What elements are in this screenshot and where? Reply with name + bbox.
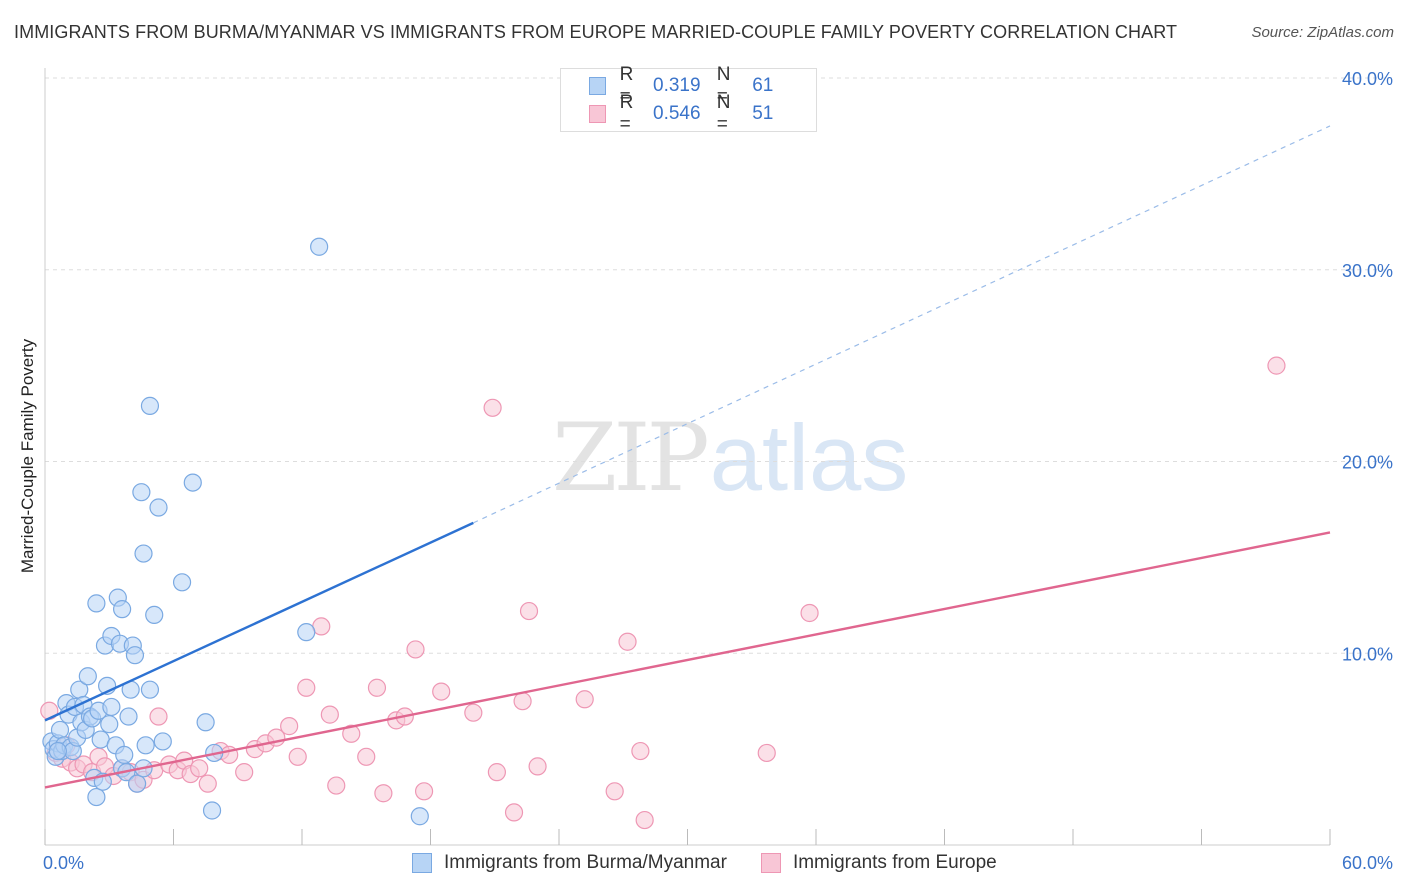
data-point-burma bbox=[115, 745, 134, 764]
legend-swatch-burma bbox=[412, 853, 432, 873]
data-point-europe bbox=[342, 724, 361, 743]
data-point-burma bbox=[100, 715, 119, 734]
trend-line-burma bbox=[44, 521, 474, 722]
y-tick-label: 10.0% bbox=[1342, 644, 1393, 664]
data-point-burma bbox=[183, 473, 202, 492]
y-tick-label: 30.0% bbox=[1342, 261, 1393, 281]
data-point-burma bbox=[134, 544, 153, 563]
y-tick-label: 40.0% bbox=[1342, 69, 1393, 89]
legend-r-value: 0.319 bbox=[653, 75, 701, 96]
x-tick-label: 0.0% bbox=[43, 853, 84, 873]
data-point-europe bbox=[149, 707, 168, 726]
legend-swatch-europe bbox=[760, 853, 781, 873]
data-point-europe bbox=[190, 759, 209, 778]
chart-source: Source: ZipAtlas.com bbox=[1251, 24, 1394, 41]
legend-n-value: 61 bbox=[752, 75, 774, 96]
data-point-burma bbox=[112, 600, 132, 619]
legend-item-burma: Immigrants from Burma/Myanmar bbox=[412, 852, 727, 874]
data-point-europe bbox=[487, 763, 506, 782]
series-europe-points bbox=[40, 356, 1286, 830]
x-tick-label: 60.0% bbox=[1342, 853, 1393, 873]
data-point-burma bbox=[78, 667, 97, 686]
data-point-burma bbox=[145, 605, 164, 625]
data-point-europe bbox=[432, 682, 451, 701]
data-point-burma bbox=[140, 680, 160, 699]
data-point-europe bbox=[575, 690, 594, 709]
legend-n-label: N = bbox=[716, 92, 731, 135]
data-point-burma bbox=[136, 736, 155, 755]
legend-row-europe: R = 0.546 N = 51 bbox=[561, 92, 816, 135]
legend-label-europe: Immigrants from Europe bbox=[792, 852, 997, 873]
data-point-europe bbox=[357, 747, 376, 766]
data-point-europe bbox=[504, 803, 524, 822]
data-point-burma bbox=[310, 237, 329, 256]
data-point-europe bbox=[288, 747, 307, 766]
legend-swatch-europe bbox=[589, 105, 606, 123]
data-point-burma bbox=[127, 774, 147, 793]
data-point-burma bbox=[153, 732, 172, 751]
data-point-europe bbox=[198, 774, 217, 793]
data-point-europe bbox=[618, 632, 637, 651]
trend-lines bbox=[44, 125, 1331, 789]
data-point-europe bbox=[297, 678, 316, 697]
legend-stats: R = 0.319 N = 61 R = 0.546 N = 51 bbox=[560, 64, 817, 135]
data-point-europe bbox=[235, 763, 254, 782]
data-point-europe bbox=[320, 705, 339, 724]
legend-r-label: R = bbox=[619, 64, 634, 107]
tick-labels: 10.0% 20.0% 30.0% 40.0% 0.0% 60.0% bbox=[43, 69, 1393, 873]
data-point-europe bbox=[406, 640, 425, 659]
data-point-burma bbox=[102, 697, 121, 717]
legend-item-europe: Immigrants from Europe bbox=[760, 852, 997, 874]
data-point-europe bbox=[483, 398, 502, 417]
data-point-burma bbox=[297, 623, 316, 642]
data-point-europe bbox=[1267, 356, 1286, 375]
data-point-europe bbox=[528, 757, 547, 776]
y-tick-label: 20.0% bbox=[1342, 453, 1393, 473]
data-point-europe bbox=[327, 776, 346, 795]
data-point-burma bbox=[149, 498, 168, 517]
series-burma-points bbox=[42, 237, 429, 826]
chart-title: IMMIGRANTS FROM BURMA/MYANMAR VS IMMIGRA… bbox=[14, 22, 1178, 42]
data-point-burma bbox=[140, 396, 160, 415]
trend-line-europe bbox=[44, 531, 1331, 789]
data-point-burma bbox=[125, 646, 145, 665]
data-point-burma bbox=[132, 483, 151, 502]
data-point-burma bbox=[50, 720, 70, 740]
legend-swatch-burma bbox=[589, 77, 606, 95]
data-point-europe bbox=[635, 810, 654, 830]
data-point-burma bbox=[196, 713, 215, 732]
data-point-burma bbox=[410, 807, 429, 826]
legend-r-value: 0.546 bbox=[653, 103, 701, 124]
data-point-europe bbox=[605, 782, 624, 801]
axes bbox=[44, 68, 1331, 846]
legend-row-burma: R = 0.319 N = 61 bbox=[561, 64, 816, 107]
legend-n-label: N = bbox=[716, 64, 731, 107]
data-point-europe bbox=[800, 603, 819, 623]
data-point-europe bbox=[757, 743, 776, 763]
data-point-europe bbox=[631, 741, 650, 761]
data-point-burma bbox=[172, 573, 192, 592]
grid-lines bbox=[45, 77, 1392, 654]
data-point-burma bbox=[87, 594, 106, 613]
data-point-burma bbox=[87, 787, 106, 807]
data-point-europe bbox=[374, 784, 393, 803]
data-point-europe bbox=[280, 717, 299, 736]
data-point-burma bbox=[48, 741, 67, 761]
data-point-burma bbox=[119, 707, 138, 726]
data-point-europe bbox=[414, 782, 434, 801]
legend-series: Immigrants from Burma/Myanmar Immigrants… bbox=[412, 852, 1031, 874]
legend-n-value: 51 bbox=[752, 103, 774, 124]
data-point-europe bbox=[519, 601, 539, 621]
legend-r-label: R = bbox=[619, 92, 634, 135]
data-point-europe bbox=[464, 703, 483, 722]
data-point-europe bbox=[367, 678, 387, 697]
data-point-burma bbox=[202, 801, 222, 820]
legend-label-burma: Immigrants from Burma/Myanmar bbox=[444, 852, 727, 873]
data-point-europe bbox=[513, 692, 532, 711]
trend-line-burma-extension bbox=[473, 125, 1331, 524]
